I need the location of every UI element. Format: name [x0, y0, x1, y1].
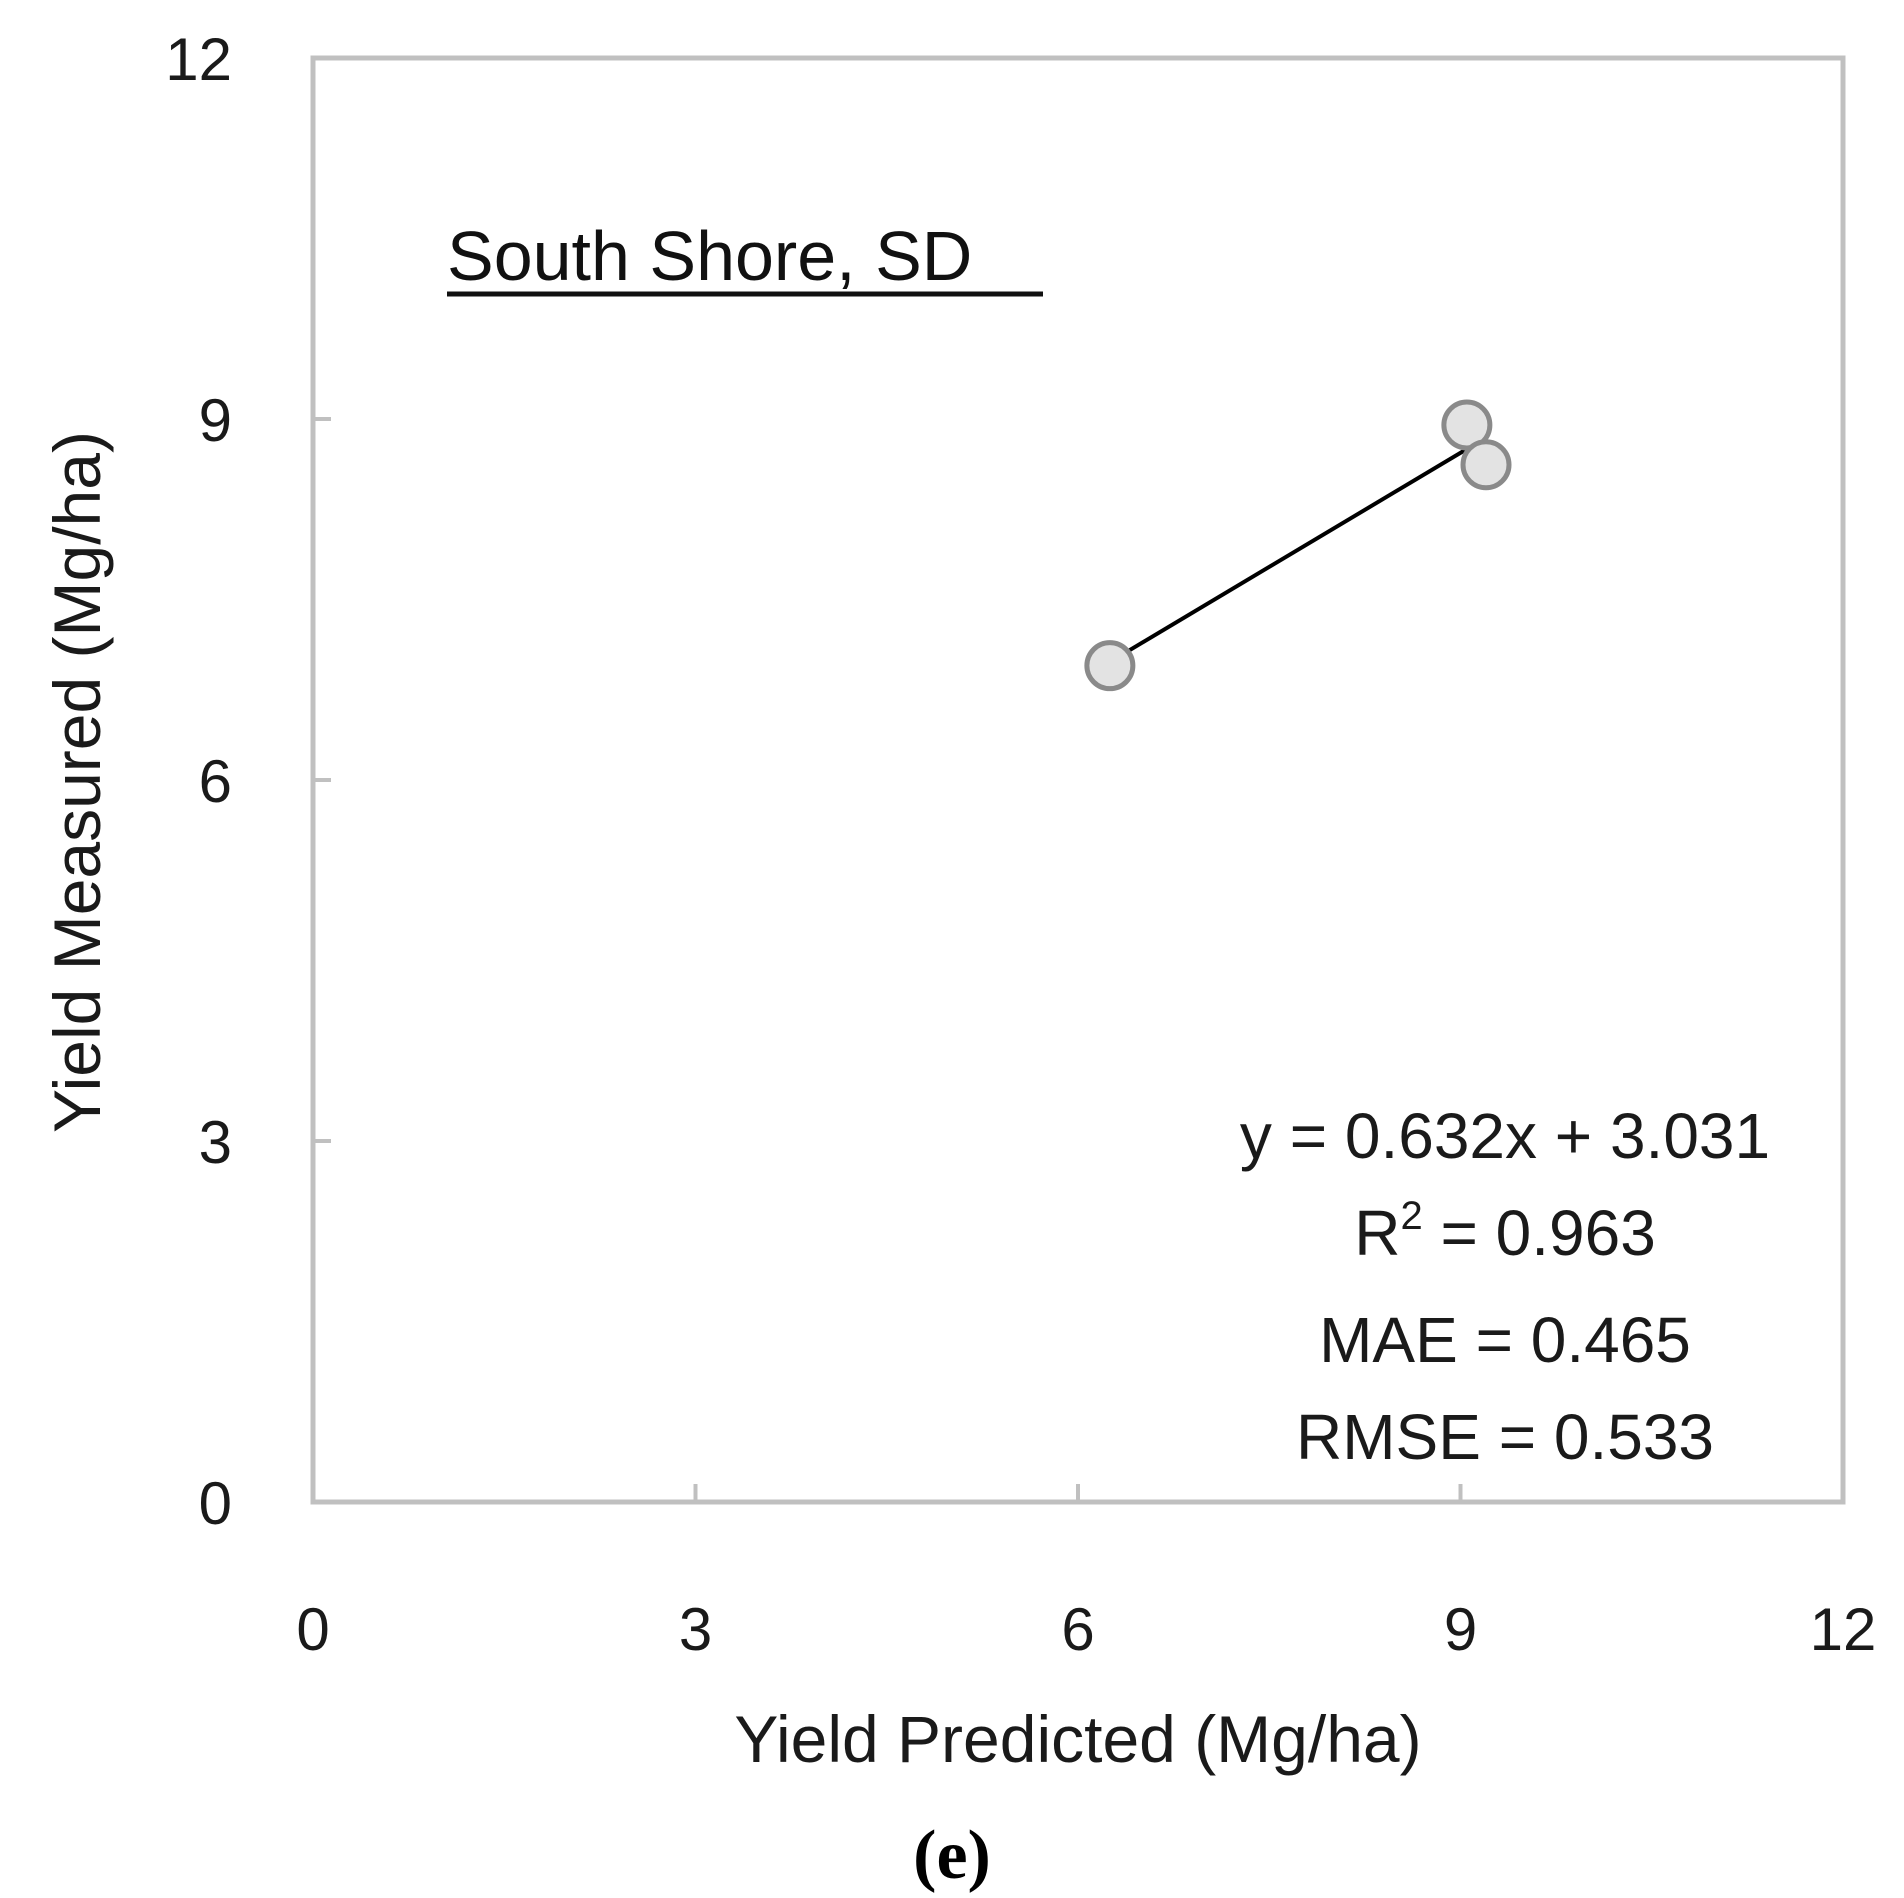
- x-axis-title: Yield Predicted (Mg/ha): [734, 1702, 1421, 1776]
- r-squared-prefix: R: [1354, 1197, 1400, 1269]
- trendline: [1108, 435, 1488, 664]
- y-tick-label: 3: [199, 1109, 232, 1176]
- figure-caption: (e): [913, 1817, 991, 1894]
- y-axis-ticks: [313, 56, 331, 1504]
- r-squared-value: = 0.963: [1423, 1197, 1656, 1269]
- mae-value: MAE = 0.465: [1319, 1304, 1691, 1376]
- y-tick-label: 6: [199, 748, 232, 815]
- data-point: [1460, 439, 1512, 491]
- y-axis-title: Yield Measured (Mg/ha): [40, 431, 114, 1133]
- r-squared: R2 = 0.963: [1354, 1194, 1656, 1269]
- y-tick-label: 9: [199, 387, 232, 454]
- panel-label: South Shore, SD: [447, 217, 972, 295]
- x-tick-label: 12: [1810, 1596, 1877, 1663]
- data-point: [1084, 640, 1136, 692]
- x-axis-ticks: [311, 1484, 1845, 1502]
- x-tick-label: 0: [296, 1596, 329, 1663]
- x-tick-label: 3: [679, 1596, 712, 1663]
- x-tick-label: 9: [1444, 1596, 1477, 1663]
- x-tick-label: 6: [1061, 1596, 1094, 1663]
- y-axis-tick-labels: 0 3 6 9 12: [165, 26, 232, 1537]
- rmse-value: RMSE = 0.533: [1296, 1401, 1714, 1473]
- trendline-layer: [1108, 435, 1488, 664]
- regression-equation: y = 0.632x + 3.031: [1240, 1100, 1770, 1172]
- y-tick-label: 12: [165, 26, 232, 93]
- x-axis-tick-labels: 0 3 6 9 12: [296, 1596, 1876, 1663]
- y-tick-label: 0: [199, 1470, 232, 1537]
- data-points: [1084, 399, 1512, 692]
- r-squared-superscript: 2: [1400, 1194, 1422, 1238]
